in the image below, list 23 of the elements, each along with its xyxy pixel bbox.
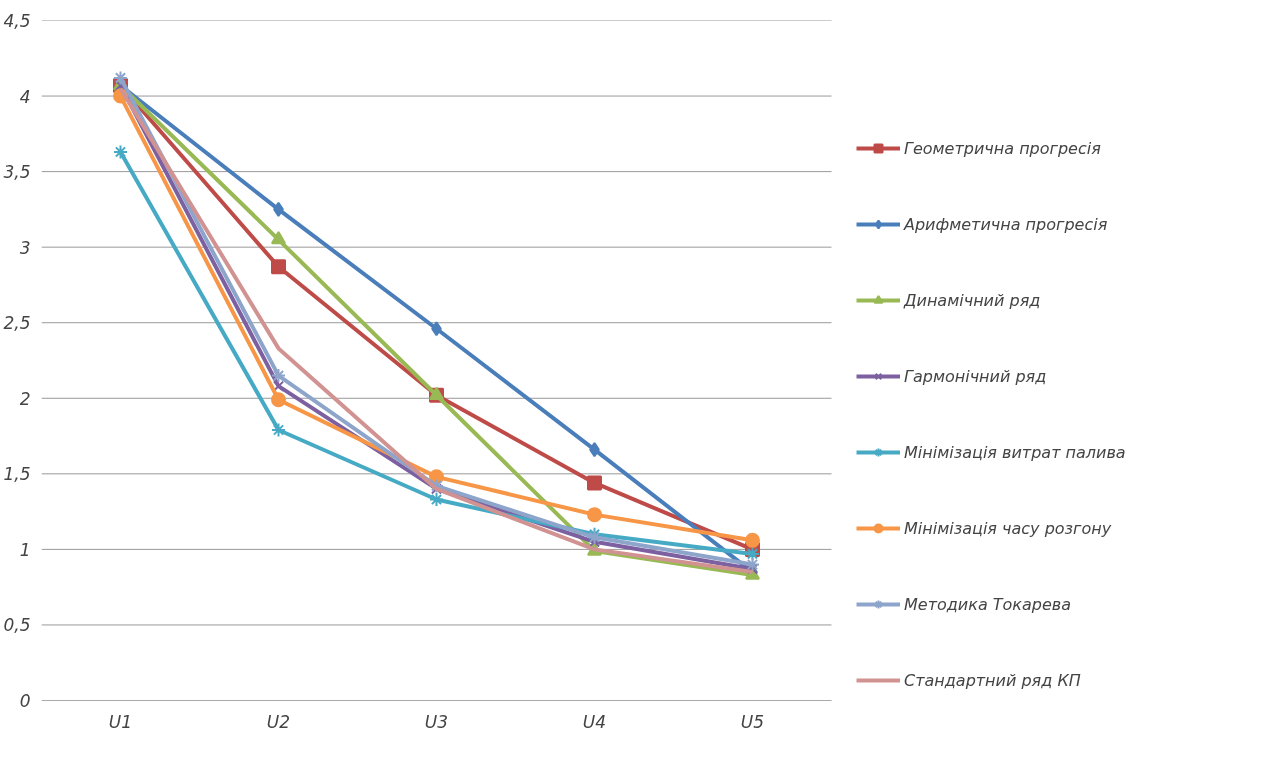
x-tick-label: U3 <box>424 711 449 732</box>
x-tick-label: U4 <box>582 711 607 732</box>
legend-label: Стандартний ряд КП <box>904 670 1081 690</box>
x-tick-label: U5 <box>740 711 765 732</box>
y-tick-label: 2 <box>19 388 31 409</box>
y-tick-label: 0,5 <box>3 615 31 636</box>
x-tick-label: U1 <box>108 711 133 732</box>
legend-label: Арифметична прогресія <box>904 214 1108 234</box>
y-tick-label: 2,5 <box>3 313 31 334</box>
y-tick-label: 1 <box>19 539 31 560</box>
legend-label: Геометрична прогресія <box>904 138 1101 158</box>
legend-label: Мінімізація часу розгону <box>904 518 1112 538</box>
x-tick-label: U2 <box>266 711 291 732</box>
legend-label: Динамічний ряд <box>904 290 1041 310</box>
y-tick-label: 1,5 <box>3 464 31 485</box>
y-tick-label: 3 <box>19 237 31 258</box>
legend-label: Методика Токарева <box>904 594 1072 614</box>
y-tick-label: 4 <box>19 86 31 107</box>
y-tick-label: 4,5 <box>3 11 31 31</box>
y-tick-label: 0 <box>19 691 31 711</box>
legend-label: Гармонічний ряд <box>904 366 1047 386</box>
legend-label: Мінімізація витрат палива <box>904 442 1126 462</box>
y-tick-label: 3,5 <box>3 162 31 183</box>
